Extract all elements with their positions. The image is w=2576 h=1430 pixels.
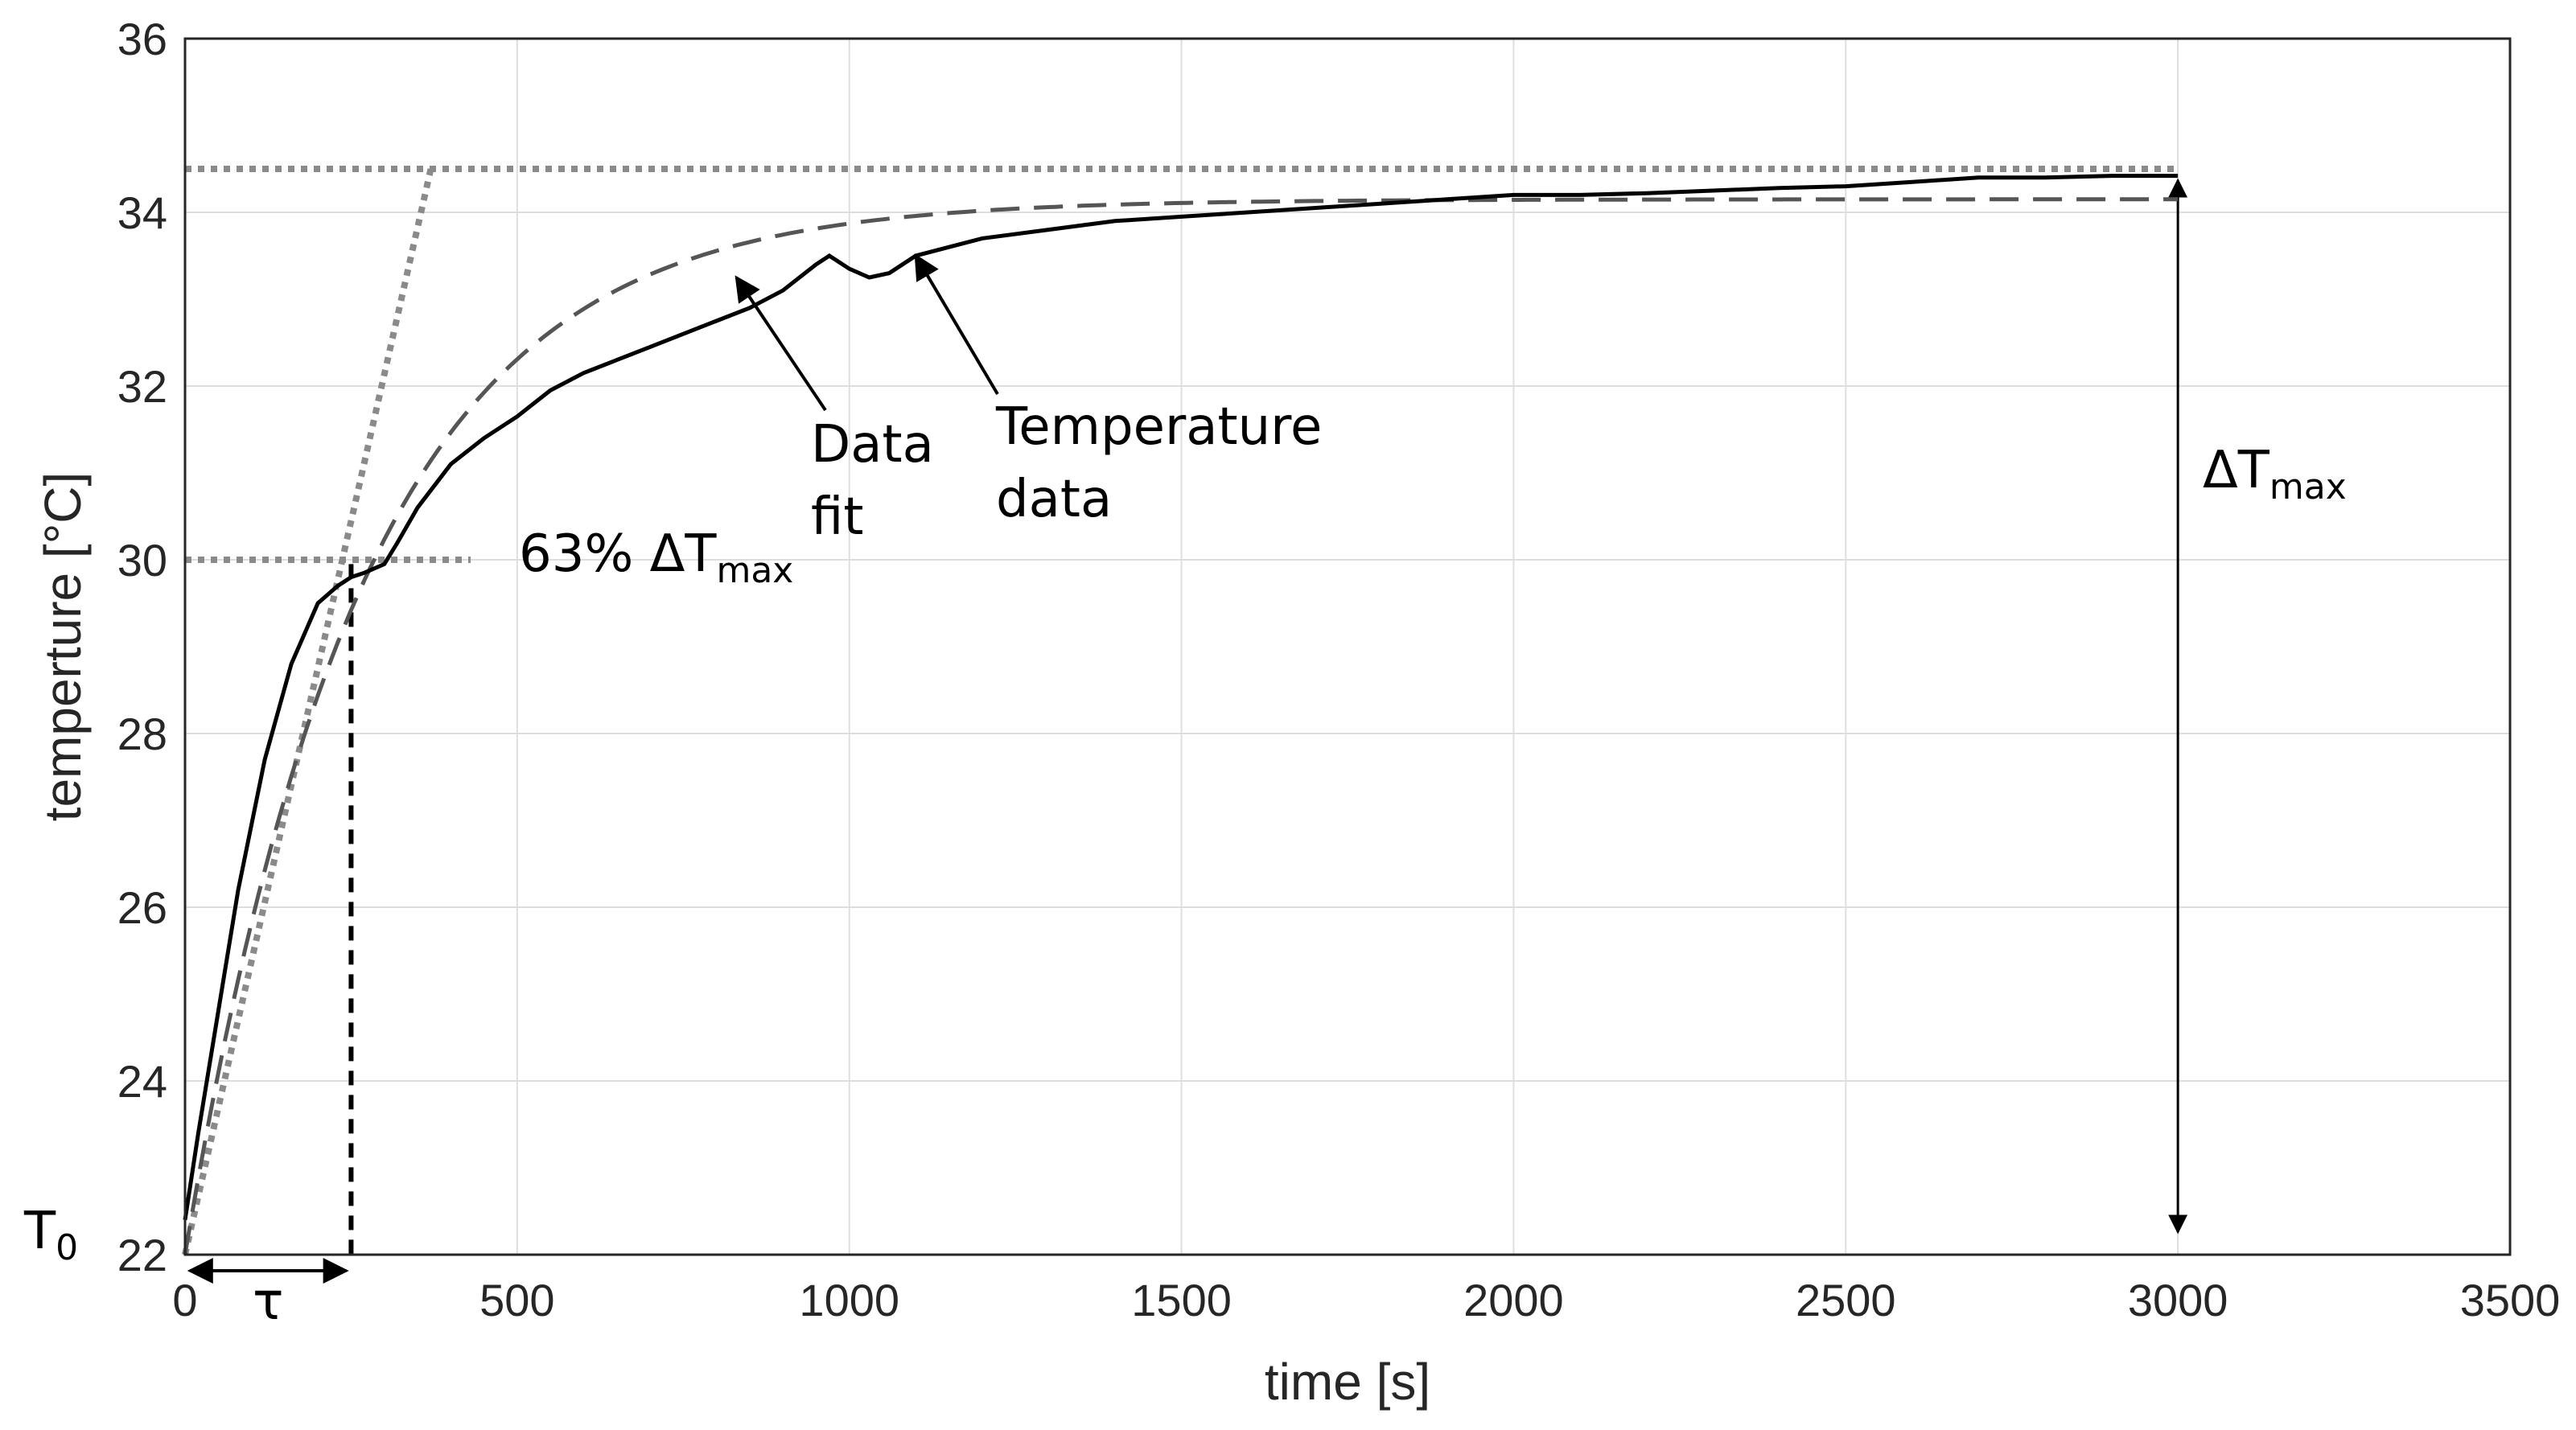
x-tick-label: 2000 bbox=[1463, 1275, 1564, 1325]
y-tick-label: 26 bbox=[117, 882, 167, 933]
temp-pointer-arrow bbox=[914, 253, 999, 396]
x-tick-label: 3500 bbox=[2460, 1275, 2561, 1325]
fit-label-line1: Data bbox=[811, 415, 934, 475]
y-tick-label: 34 bbox=[117, 187, 167, 238]
y-axis-label: temperture [°C] bbox=[34, 472, 92, 822]
fit-pointer-arrow bbox=[735, 275, 827, 412]
x-tick-label: 1500 bbox=[1131, 1275, 1232, 1325]
pct63-label: 63% ΔTmax bbox=[519, 524, 793, 591]
y-tick-label: 30 bbox=[117, 535, 167, 586]
temp-label-line1: Temperature bbox=[995, 397, 1322, 457]
grid-lines bbox=[184, 38, 2511, 1255]
y-tick-label: 32 bbox=[117, 361, 167, 412]
x-tick-label: 2500 bbox=[1796, 1275, 1896, 1325]
x-tick-label: 1000 bbox=[799, 1275, 899, 1325]
annotations: T0 τ 63% ΔTmax ΔTmax Data fit Temperatur… bbox=[23, 253, 2347, 1332]
data-fit-curve bbox=[183, 197, 2179, 1255]
tick-labels: 0 500 1000 1500 2000 2500 3000 3500 22 24 26 28 30 32… bbox=[117, 14, 2561, 1325]
x-tick-label: 0 bbox=[172, 1275, 197, 1325]
y-tick-label: 22 bbox=[117, 1230, 167, 1280]
y-tick-label: 24 bbox=[117, 1056, 167, 1107]
dtmax-label: ΔTmax bbox=[2203, 441, 2347, 507]
initial-tangent-guide bbox=[182, 168, 434, 1255]
y-tick-label: 36 bbox=[117, 14, 167, 64]
fit-label-line2: fit bbox=[811, 487, 863, 547]
x-axis-label: time [s] bbox=[1265, 1353, 1430, 1411]
x-tick-label: 3000 bbox=[2128, 1275, 2228, 1325]
temp-label-line2: data bbox=[996, 470, 1112, 529]
plot-frame bbox=[183, 37, 2512, 1256]
y-tick-label: 28 bbox=[117, 709, 167, 759]
guide-lines bbox=[182, 166, 2188, 1284]
t0-label: T0 bbox=[23, 1202, 78, 1268]
tau-label: τ bbox=[253, 1272, 284, 1332]
x-tick-label: 500 bbox=[479, 1275, 554, 1325]
temperature-data-line bbox=[183, 174, 2179, 1221]
data-series bbox=[183, 174, 2179, 1255]
